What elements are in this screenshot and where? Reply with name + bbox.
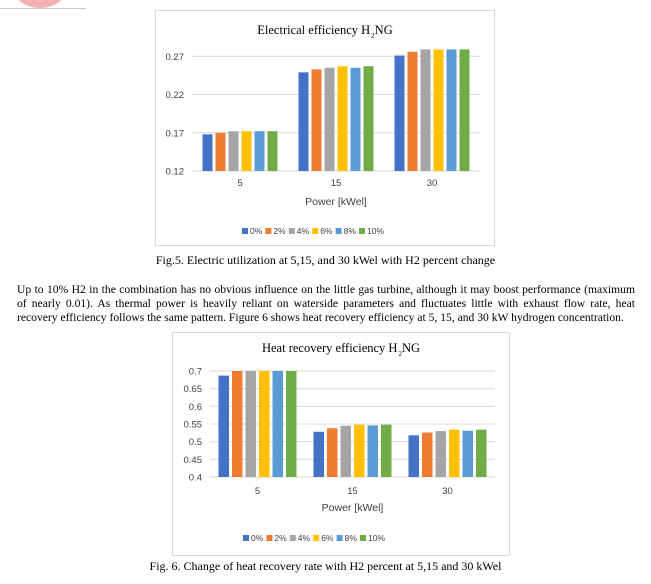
- bar: [394, 55, 405, 171]
- legend-label: 2%: [273, 226, 286, 236]
- legend-swatch: [335, 228, 342, 234]
- bar: [407, 51, 418, 171]
- figure-caption-5: Fig.5. Electric utilization at 5,15, and…: [155, 253, 496, 267]
- journal-logo-fragment: [10, 0, 70, 8]
- y-tick-label: 0.12: [166, 167, 185, 178]
- legend-label: 10%: [368, 533, 385, 543]
- bar: [363, 66, 374, 171]
- legend-swatch: [289, 535, 296, 541]
- header-rule: [0, 8, 86, 9]
- chart-title-subscript: 2: [398, 350, 402, 358]
- legend-label: 2%: [274, 533, 287, 543]
- bar: [272, 371, 283, 477]
- bar: [327, 428, 338, 477]
- y-tick-label: 0.5: [189, 437, 202, 448]
- y-tick-label: 0.7: [189, 367, 202, 378]
- y-tick-label: 0.6: [189, 402, 202, 413]
- legend-swatch: [288, 228, 295, 234]
- bar: [311, 69, 322, 171]
- legend-label: 0%: [251, 533, 264, 543]
- bar: [324, 67, 335, 171]
- bar: [449, 429, 460, 477]
- legend-swatch: [312, 228, 319, 234]
- chart-title-subscript: 2: [371, 32, 375, 40]
- legend-swatch: [313, 535, 320, 541]
- legend-swatch: [266, 535, 273, 541]
- x-tick-label: 5: [237, 178, 242, 189]
- bar: [435, 431, 446, 477]
- figure-caption-6: Fig. 6. Change of heat recovery rate wit…: [149, 559, 502, 573]
- legend-swatch: [265, 228, 272, 234]
- bar: [462, 430, 473, 477]
- legend-label: 6%: [320, 226, 333, 236]
- legend-swatch: [336, 535, 343, 541]
- y-tick-label: 0.45: [184, 455, 203, 466]
- x-tick-label: 15: [331, 178, 342, 189]
- y-tick-label: 0.55: [184, 420, 203, 431]
- bar: [433, 49, 444, 171]
- bar: [218, 375, 229, 477]
- x-axis-title: Power [kWel]: [322, 502, 384, 514]
- legend-swatch: [359, 228, 365, 234]
- x-tick-label: 15: [347, 486, 358, 497]
- y-tick-label: 0.4: [189, 473, 202, 484]
- x-tick-label: 30: [442, 486, 453, 497]
- chart-plot: 0.27 0.22 0.17 0.12 5 15 30 Power [kWel] 0% 2% 4% 6…: [166, 49, 480, 236]
- bar: [367, 425, 378, 477]
- legend-label: 4%: [297, 226, 310, 236]
- y-tick-label: 0.65: [184, 384, 203, 395]
- bar: [422, 432, 433, 477]
- bar: [420, 49, 431, 171]
- chart-title-suffix: NG: [374, 23, 393, 37]
- bar: [267, 131, 278, 171]
- legend-swatch: [243, 535, 249, 541]
- x-tick-label: 30: [427, 178, 438, 189]
- chart-title-text: Electrical efficiency H: [257, 23, 371, 37]
- legend-label: 10%: [367, 226, 384, 236]
- bar: [241, 131, 252, 171]
- bar: [408, 435, 419, 477]
- legend-label: 0%: [250, 226, 263, 236]
- legend-label: 8%: [344, 226, 357, 236]
- chart-heat-recovery-efficiency: Heat recovery efficiency H2NG 0.7 0.65 0.6…: [172, 332, 510, 556]
- bar: [259, 371, 270, 477]
- bar: [354, 424, 365, 477]
- x-tick-label: 5: [255, 486, 260, 497]
- bar: [254, 131, 265, 171]
- body-paragraph: Up to 10% H2 in the combination has no o…: [17, 283, 635, 325]
- bar: [476, 429, 487, 477]
- legend-label: 4%: [298, 533, 311, 543]
- bar: [286, 371, 297, 477]
- y-tick-label: 0.22: [166, 90, 185, 101]
- bar: [232, 371, 243, 477]
- bar: [381, 424, 392, 477]
- bar: [446, 49, 457, 171]
- bar: [245, 371, 256, 477]
- chart-title: Electrical efficiency H2NG: [156, 23, 494, 40]
- bar: [202, 134, 213, 171]
- bar: [215, 132, 226, 171]
- bar: [298, 72, 309, 171]
- legend-swatch: [242, 228, 248, 234]
- legend-label: 6%: [321, 533, 334, 543]
- y-tick-label: 0.27: [166, 52, 185, 63]
- bar: [459, 49, 470, 171]
- chart-electrical-efficiency: Electrical efficiency H2NG 0.27 0.22 0.17 0…: [155, 10, 495, 246]
- x-axis-title: Power [kWel]: [305, 196, 367, 208]
- bar: [337, 66, 348, 171]
- legend-swatch: [360, 535, 366, 541]
- legend-label: 8%: [345, 533, 358, 543]
- bar: [350, 67, 361, 171]
- bar: [228, 131, 239, 171]
- y-tick-label: 0.17: [166, 128, 185, 139]
- chart-title: Heat recovery efficiency H2NG: [173, 341, 509, 358]
- bar: [340, 425, 351, 477]
- chart-title-suffix: NG: [401, 341, 421, 355]
- bar: [313, 431, 324, 477]
- chart-title-text: Heat recovery efficiency H: [261, 341, 398, 355]
